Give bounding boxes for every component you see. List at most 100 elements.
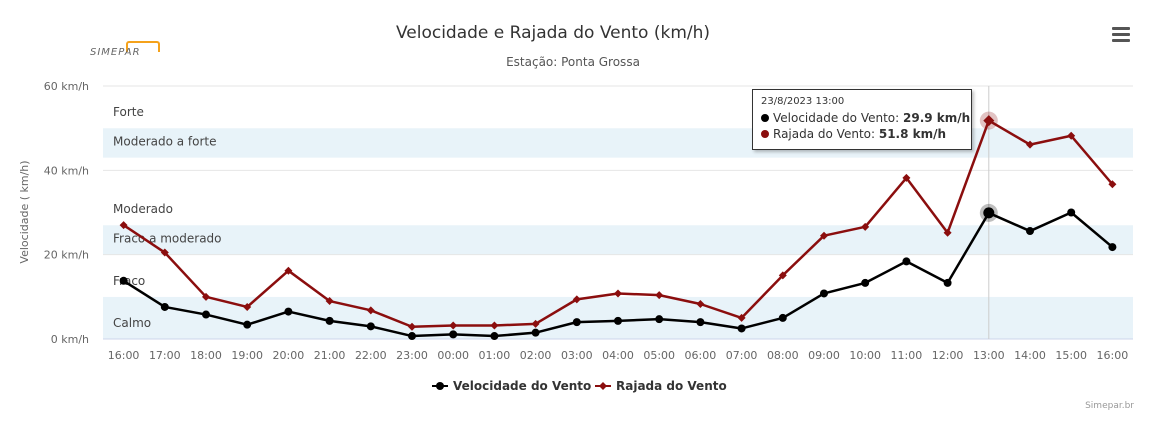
data-point <box>325 297 334 306</box>
data-point <box>655 315 664 324</box>
data-point <box>655 291 664 300</box>
data-point <box>820 289 828 298</box>
data-point <box>861 278 870 287</box>
legend-label: Velocidade do Vento <box>453 379 591 393</box>
data-point <box>778 271 787 280</box>
x-tick-label: 13:00 <box>973 349 1005 362</box>
x-tick-label: 10:00 <box>849 349 881 362</box>
x-tick-label: 17:00 <box>149 349 181 362</box>
data-point <box>1067 208 1076 217</box>
data-point <box>696 318 705 327</box>
x-tick-label: 14:00 <box>1014 349 1046 362</box>
hamburger-line-icon <box>1112 39 1130 42</box>
circle-icon <box>761 114 769 122</box>
y-tick-label: 60 km/h <box>44 80 89 93</box>
tooltip-label: Velocidade do Vento: <box>773 111 903 125</box>
data-point <box>160 302 169 311</box>
tooltip-value: 29.9 km/h <box>903 111 971 125</box>
legend: Velocidade do Vento Rajada do Vento <box>432 379 727 393</box>
x-tick-label: 08:00 <box>767 349 799 362</box>
x-tick-label: 07:00 <box>726 349 758 362</box>
data-point <box>820 231 828 240</box>
data-point <box>572 295 581 304</box>
data-point <box>160 248 169 257</box>
x-tick-label: 21:00 <box>314 349 346 362</box>
hamburger-line-icon <box>1112 33 1130 36</box>
data-point <box>408 332 416 341</box>
data-point <box>531 328 540 337</box>
series-group <box>119 111 1117 341</box>
y-axis: 0 km/h 20 km/h 40 km/h 60 km/h <box>44 80 89 346</box>
band-label: Moderado <box>113 202 173 216</box>
x-axis: 16:00 17:00 18:00 19:00 20:00 21:00 22:00 23:00… <box>108 349 1129 362</box>
logo-text: SIMEPAR <box>90 47 141 58</box>
x-tick-label: 00:00 <box>437 349 469 362</box>
y-tick-label: 20 km/h <box>44 249 89 262</box>
x-tick-label: 22:00 <box>355 349 387 362</box>
band-label: Fraco a moderado <box>113 232 222 246</box>
data-point <box>531 319 540 328</box>
data-point <box>325 316 334 325</box>
data-point <box>366 322 375 331</box>
data-point <box>943 278 952 287</box>
data-point <box>490 321 499 330</box>
data-point <box>572 318 581 327</box>
data-point <box>243 302 252 311</box>
data-point <box>902 257 911 266</box>
tooltip-date: 23/8/2023 13:00 <box>761 96 845 107</box>
band-4 <box>103 128 1133 158</box>
legend-label: Rajada do Vento <box>616 379 727 393</box>
band-label: Calmo <box>113 316 151 330</box>
x-tick-label: 05:00 <box>643 349 675 362</box>
x-tick-label: 06:00 <box>685 349 717 362</box>
tooltip-label: Rajada do Vento: <box>773 127 879 141</box>
data-point <box>737 324 746 333</box>
band-5 <box>103 86 1133 129</box>
data-point <box>614 289 622 298</box>
x-tick-label: 18:00 <box>190 349 222 362</box>
tooltip-value: 51.8 km/h <box>878 127 947 141</box>
data-point <box>1108 243 1117 252</box>
x-tick-label: 15:00 <box>1055 349 1087 362</box>
x-tick-label: 16:00 <box>1097 349 1129 362</box>
context-menu-button[interactable] <box>1108 24 1134 46</box>
data-point <box>1108 180 1117 189</box>
credit-link[interactable]: Simepar.br <box>1085 401 1134 411</box>
band-2 <box>103 225 1133 255</box>
tooltip-row-gust: Rajada do Vento: 51.8 km/h <box>761 126 963 142</box>
data-point <box>284 307 293 316</box>
y-tick-label: 40 km/h <box>44 164 89 177</box>
data-point <box>983 115 995 127</box>
chart-subtitle: Estação: Ponta Grossa <box>506 55 640 69</box>
data-point <box>778 313 787 322</box>
data-tooltip: 23/8/2023 13:00 Velocidade do Vento: 29.… <box>752 89 972 150</box>
hamburger-line-icon <box>1112 27 1130 30</box>
y-axis-title: Velocidade ( km/h) <box>18 160 31 263</box>
band-label: Moderado a forte <box>113 135 217 149</box>
data-point <box>902 173 911 182</box>
x-tick-label: 01:00 <box>479 349 511 362</box>
x-tick-label: 16:00 <box>108 349 140 362</box>
x-tick-label: 19:00 <box>231 349 263 362</box>
band-label: Fraco <box>113 274 145 288</box>
data-point <box>243 320 252 329</box>
logo-mark-icon <box>126 41 160 52</box>
data-point <box>449 321 458 330</box>
data-point <box>614 316 622 325</box>
legend-marker <box>599 382 607 390</box>
band-3 <box>103 157 1133 226</box>
circle-icon <box>761 130 769 138</box>
x-tick-label: 11:00 <box>891 349 923 362</box>
data-point <box>490 332 499 341</box>
legend-marker <box>436 382 444 390</box>
y-tick-label: 0 km/h <box>51 333 89 346</box>
x-tick-label: 04:00 <box>602 349 634 362</box>
data-point <box>119 276 128 285</box>
x-tick-label: 09:00 <box>808 349 840 362</box>
x-tick-label: 12:00 <box>932 349 964 362</box>
x-tick-label: 20:00 <box>273 349 305 362</box>
band-label: Forte <box>113 105 144 119</box>
data-point <box>1067 131 1076 140</box>
data-point <box>408 322 416 331</box>
x-tick-label: 03:00 <box>561 349 593 362</box>
